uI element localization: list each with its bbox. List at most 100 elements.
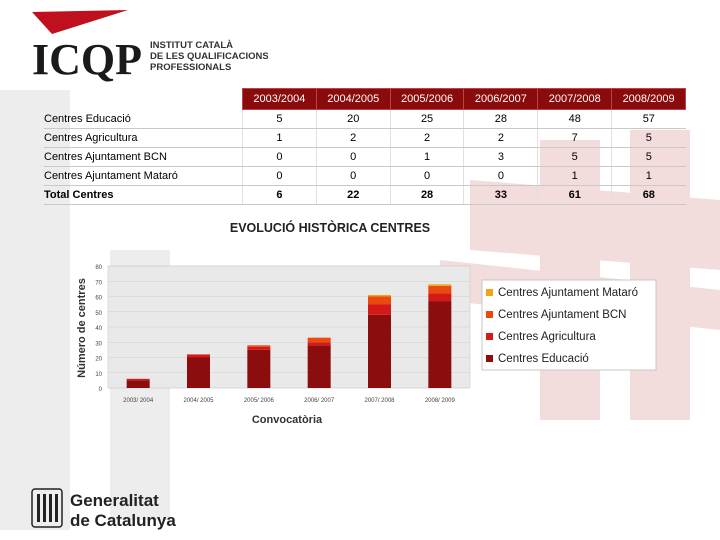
table-row: Centres Educació 5 20 25 28 48 57: [44, 109, 686, 129]
legend-swatch: [486, 311, 493, 318]
bar-segment: [307, 345, 331, 388]
table-cell: 5: [537, 147, 612, 167]
bar-segment: [187, 357, 210, 388]
table-cell: 1: [611, 166, 686, 186]
table-cell: 5: [242, 109, 317, 129]
y-tick-label: 60: [95, 296, 102, 302]
table-cell: 2: [389, 128, 464, 148]
generalitat-line-1: Generalitat: [70, 491, 159, 510]
table-cell: 0: [315, 166, 391, 186]
column-header: 2004/2005: [315, 88, 391, 110]
column-header: 2008/2009: [611, 88, 686, 110]
table-cell: 0: [389, 166, 464, 186]
row-label: Centres Ajuntament BCN: [44, 147, 243, 167]
x-tick-label: 2007/ 2008: [364, 398, 395, 404]
icqp-logo: ICQP INSTITUT CATALÀ DE LES QUALIFICACIO…: [32, 10, 268, 84]
table-cell: 33: [463, 185, 538, 205]
table-total-row: Total Centres 6 22 28 33 61 68: [44, 185, 686, 205]
y-tick-label: 30: [95, 341, 102, 347]
table-cell: 0: [242, 166, 317, 186]
table-cell: 1: [242, 128, 317, 148]
bar-segment: [428, 301, 452, 388]
bar-segment: [368, 296, 391, 305]
chart-title: EVOLUCIÓ HISTÒRICA CENTRES: [230, 220, 430, 235]
column-header: 2007/2008: [537, 88, 613, 110]
legend-swatch: [486, 289, 493, 296]
table-cell: 6: [242, 185, 317, 205]
legend-label: Centres Ajuntament BCN: [498, 309, 626, 321]
table-cell: 2: [463, 128, 538, 148]
bar-segment: [368, 304, 391, 315]
table-cell: 1: [389, 147, 464, 167]
table-cell: 20: [315, 109, 391, 129]
table-cell: 5: [611, 128, 686, 148]
table-cell: 0: [242, 147, 317, 167]
x-tick-label: 2003/ 2004: [123, 398, 154, 404]
logo-subtitle-line-1: INSTITUT CATALÀ: [150, 40, 233, 51]
x-axis-label: Convocatòria: [252, 414, 323, 426]
table-header-row: 2003/2004 2004/2005 2005/2006 2006/2007 …: [44, 88, 686, 110]
bar-segment: [247, 349, 271, 388]
bar-segment: [126, 380, 150, 388]
logo-swoosh: [32, 10, 128, 34]
generalitat-line-2: de Catalunya: [70, 511, 176, 530]
logo-wordmark: ICQP: [32, 35, 142, 84]
x-tick-label: 2008/ 2009: [425, 398, 456, 404]
table-cell: 5: [611, 147, 686, 167]
row-label: Centres Educació: [44, 109, 243, 129]
column-header: 2006/2007: [463, 88, 539, 110]
bar-segment: [428, 284, 452, 286]
table-cell: 7: [537, 128, 612, 148]
bar-segment: [368, 294, 391, 297]
bar-segment: [126, 378, 150, 381]
bar-segment: [428, 285, 452, 294]
logo-subtitle-line-3: PROFESSIONALS: [150, 62, 231, 73]
y-tick-label: 0: [99, 387, 103, 393]
row-label: Total Centres: [44, 185, 243, 205]
y-tick-labels: 0 10 20 30 40 50 60 70 80: [95, 265, 102, 393]
table-row: Centres Agricultura 1 2 2 2 7 5: [44, 128, 686, 148]
x-tick-label: 2005/ 2006: [244, 398, 275, 404]
table-cell: 68: [611, 185, 686, 205]
row-label: Centres Ajuntament Mataró: [44, 166, 243, 186]
bar-segment: [187, 354, 210, 358]
y-tick-label: 80: [95, 265, 102, 271]
x-tick-label: 2004/ 2005: [183, 398, 214, 404]
table-cell: 1: [537, 166, 612, 186]
row-label: Centres Agricultura: [44, 128, 243, 148]
y-tick-label: 50: [95, 311, 102, 317]
table-row: Centres Ajuntament BCN 0 0 1 3 5 5: [44, 147, 686, 167]
bar-segment: [247, 345, 271, 347]
y-tick-label: 10: [95, 372, 102, 378]
legend: Centres Ajuntament Mataró Centres Ajuntam…: [481, 279, 657, 371]
x-tick-labels: 2003/ 2004 2004/ 2005 2005/ 2006 2006/ 2007…: [123, 398, 455, 404]
gridlines: [108, 265, 470, 389]
table-cell: 28: [463, 109, 538, 129]
table-cell: 57: [611, 109, 686, 129]
column-header: 2005/2006: [389, 88, 465, 110]
table-cell: 2: [315, 128, 391, 148]
legend-box: [481, 279, 657, 371]
column-header: 2003/2004: [242, 88, 317, 110]
bar-segment: [247, 346, 271, 350]
legend-label: Centres Educació: [498, 353, 589, 365]
legend-label: Centres Ajuntament Mataró: [498, 287, 638, 299]
table-corner: [44, 89, 243, 110]
y-tick-label: 70: [95, 280, 102, 286]
logo-subtitle-line-2: DE LES QUALIFICACIONS: [150, 51, 268, 62]
y-tick-label: 40: [95, 326, 102, 332]
table-row: Centres Ajuntament Mataró 0 0 0 0 1 1: [44, 166, 686, 186]
table-cell: 22: [315, 185, 391, 205]
bar-segment: [307, 337, 331, 343]
legend-swatch: [486, 355, 493, 362]
table-cell: 3: [463, 147, 538, 167]
bar-segment: [428, 293, 452, 302]
table-cell: 28: [389, 185, 464, 205]
table-cell: 48: [537, 109, 612, 129]
x-tick-label: 2006/ 2007: [304, 398, 335, 404]
bar-segment: [307, 342, 331, 346]
bar-segment: [368, 314, 391, 388]
table-cell: 25: [389, 109, 464, 129]
y-axis-label: Número de centres: [76, 278, 88, 378]
legend-label: Centres Agricultura: [498, 331, 596, 343]
